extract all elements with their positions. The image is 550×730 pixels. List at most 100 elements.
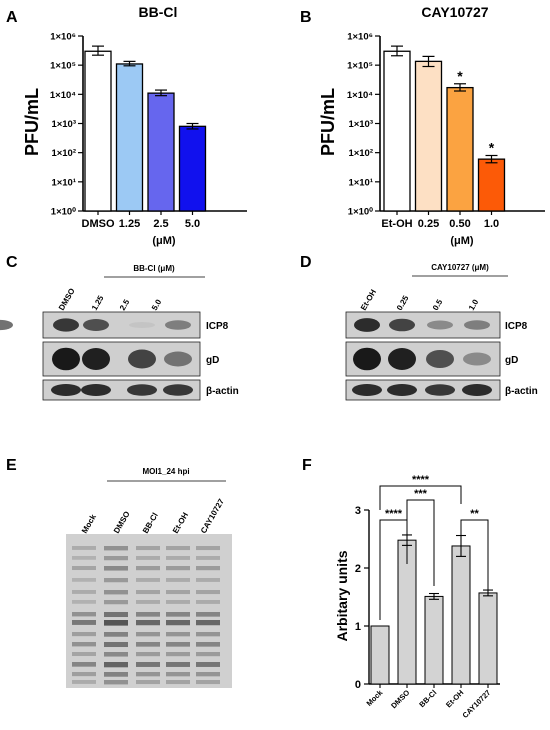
lane-label: DMSO bbox=[112, 510, 132, 535]
gel-band bbox=[136, 680, 160, 685]
gel-band bbox=[166, 632, 190, 637]
blot-band bbox=[51, 384, 81, 396]
y-tick-label: 1×10¹ bbox=[348, 177, 373, 188]
gel-band bbox=[196, 680, 220, 685]
gel-band bbox=[104, 642, 128, 648]
lane-label: Et-OH bbox=[171, 511, 190, 535]
gel-band bbox=[72, 620, 96, 625]
y-tick-label: 1×10¹ bbox=[51, 177, 76, 188]
y-tick-label: 1×10⁰ bbox=[51, 207, 76, 218]
bar bbox=[446, 86, 474, 212]
blot-strip bbox=[42, 379, 201, 401]
gel-band bbox=[72, 680, 96, 684]
bar bbox=[424, 595, 444, 685]
panel-d-blot: ICP8 gD β-actin bbox=[345, 311, 538, 401]
y-tick-label: 1×10⁴ bbox=[347, 90, 373, 101]
blot-band bbox=[462, 384, 492, 396]
gel-band bbox=[196, 632, 220, 637]
gel-band bbox=[136, 620, 160, 626]
gel-band bbox=[166, 662, 190, 667]
significance-label: * bbox=[457, 68, 463, 84]
blot-band bbox=[427, 320, 453, 330]
gel-band bbox=[136, 600, 160, 604]
blot-band bbox=[354, 318, 380, 332]
gel-band bbox=[166, 620, 190, 626]
x-tick-label: 2.5 bbox=[153, 218, 168, 230]
panel-e-group-label: MOI1_24 hpi bbox=[142, 467, 189, 476]
gel-band bbox=[136, 546, 160, 551]
lane-label: 0.25 bbox=[395, 294, 411, 312]
x-tick-label: 1.0 bbox=[484, 218, 499, 230]
blot-band bbox=[81, 384, 111, 396]
panel-letter-e: E bbox=[6, 457, 17, 474]
x-tick-label: Mock bbox=[364, 687, 385, 708]
x-tick-label: DMSO bbox=[82, 218, 115, 230]
y-tick-label: 1×10⁴ bbox=[50, 90, 76, 101]
blot-band bbox=[127, 384, 157, 396]
blot-band bbox=[388, 348, 416, 370]
gel-band bbox=[196, 578, 220, 582]
gel-band bbox=[72, 546, 96, 550]
panel-a: A BB-Cl PFU/mL 1×10⁰ 1×10¹ 1×10² 1×10³ 1×10⁴… bbox=[6, 4, 247, 247]
comparison-bracket bbox=[379, 519, 408, 620]
lane-label: 1.25 bbox=[90, 294, 106, 312]
panel-f: F Arbitary units 0 1 2 3 Mock DMSO BB-Cl Et-OHC… bbox=[302, 457, 500, 720]
bar bbox=[414, 60, 443, 212]
gel-band bbox=[166, 612, 190, 617]
lane-label: Mock bbox=[80, 512, 98, 535]
comparison-bracket bbox=[460, 519, 489, 596]
blot-row-label: β-actin bbox=[206, 386, 239, 397]
gel-band bbox=[166, 590, 190, 595]
gel-band bbox=[136, 672, 160, 677]
gel-band bbox=[104, 620, 128, 626]
gel-band bbox=[72, 652, 96, 657]
gel-band bbox=[196, 642, 220, 647]
gel-band bbox=[136, 566, 160, 571]
gel-band bbox=[72, 578, 96, 582]
x-tick-label: DMSO bbox=[389, 688, 411, 710]
y-tick-label: 1×10⁶ bbox=[347, 32, 373, 43]
panel-b-ylabel: PFU/mL bbox=[318, 88, 338, 156]
bar bbox=[370, 625, 390, 685]
y-tick-label: 1×10² bbox=[51, 148, 76, 159]
x-tick-label: Et-OH bbox=[444, 688, 465, 709]
gel-band bbox=[104, 546, 128, 551]
gel-band bbox=[196, 546, 220, 551]
x-tick-label: 5.0 bbox=[185, 218, 200, 230]
blot-band bbox=[52, 347, 80, 371]
gel-band bbox=[166, 672, 190, 677]
blot-band bbox=[389, 318, 415, 332]
x-tick-label: 1.25 bbox=[119, 218, 140, 230]
panel-e-lane-labels: Mock DMSO BB-Cl Et-OH CAY10727 bbox=[80, 497, 226, 535]
panel-b-xunit: (μM) bbox=[450, 235, 474, 247]
panel-letter-f: F bbox=[302, 457, 312, 474]
blot-band bbox=[353, 347, 381, 371]
gel-band bbox=[104, 600, 128, 605]
blot-row-label: gD bbox=[206, 355, 219, 366]
panel-c-group-label: BB-Cl (μM) bbox=[133, 264, 175, 273]
comparison-bracket bbox=[379, 485, 462, 510]
lane-label: BB-Cl bbox=[141, 511, 160, 535]
blot-band bbox=[464, 320, 490, 330]
blot-strip bbox=[345, 379, 501, 401]
panel-d-group-label: CAY10727 (μM) bbox=[431, 263, 489, 272]
panel-b-title: CAY10727 bbox=[421, 4, 488, 20]
gel-band bbox=[166, 578, 190, 582]
gel-band bbox=[196, 652, 220, 657]
gel-band bbox=[196, 662, 220, 667]
gel-band bbox=[104, 672, 128, 677]
blot-band bbox=[164, 351, 192, 367]
gel-band bbox=[136, 578, 160, 582]
lane-label: 5.0 bbox=[150, 297, 164, 312]
panel-b: B CAY10727 PFU/mL 1×10⁰1×10¹1×10²1×10³1×… bbox=[300, 4, 545, 247]
gel-band bbox=[166, 600, 190, 604]
lane-label: CAY10727 bbox=[199, 497, 226, 535]
gel-band bbox=[72, 662, 96, 667]
panel-letter-c: C bbox=[6, 254, 18, 271]
blot-row-label: gD bbox=[505, 355, 518, 366]
lane-label: Et-OH bbox=[359, 288, 378, 312]
comparison-label: **** bbox=[412, 474, 430, 486]
blot-band bbox=[426, 350, 454, 368]
gel-band bbox=[166, 546, 190, 551]
